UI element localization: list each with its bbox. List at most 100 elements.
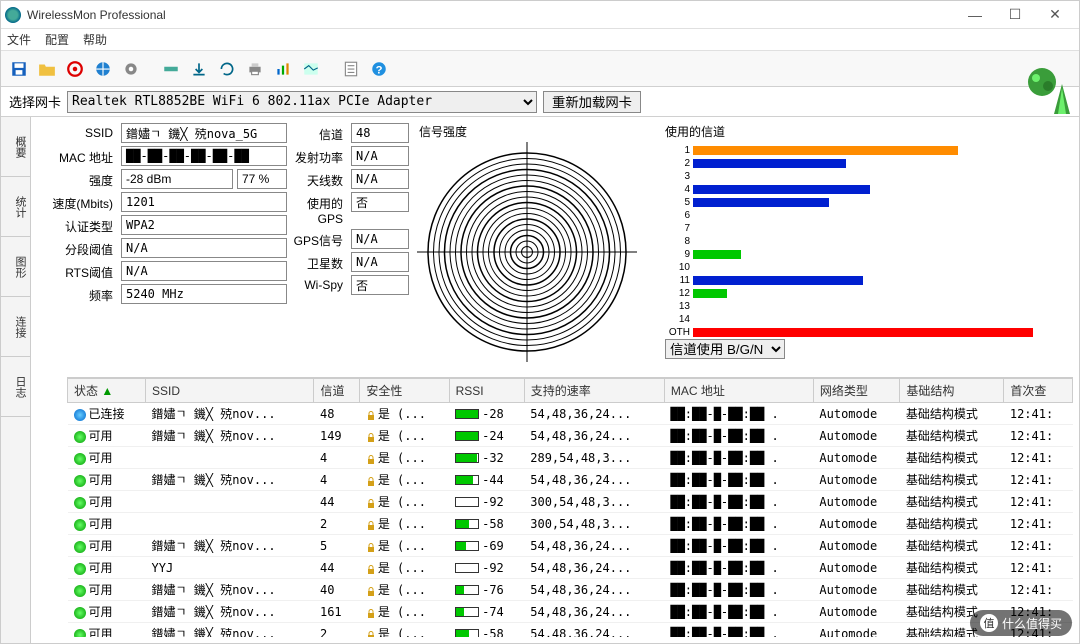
close-button[interactable]: ✕ [1035,3,1075,27]
lbl-auth: 认证类型 [37,215,117,235]
channel-row: 9 [665,248,1073,261]
col-header[interactable]: 状态 ▲ [68,379,146,403]
status-icon [74,475,86,487]
col-header[interactable]: RSSI [449,379,524,403]
reload-adapter-button[interactable]: 重新加载网卡 [543,91,641,113]
tab-stats[interactable]: 统计 [1,177,30,237]
rssi-bar [455,563,479,573]
lock-icon [366,454,376,464]
col-header[interactable]: 网络类型 [813,379,899,403]
network-table: 状态 ▲SSID信道安全性RSSI支持的速率MAC 地址网络类型基础结构首次查 … [67,378,1073,637]
tab-log[interactable]: 日志 [1,357,30,417]
channel-row: OTH [665,326,1073,339]
channel-chart: 1234567891011121314OTH [665,142,1073,337]
lock-icon [366,520,376,530]
table-row[interactable]: 可用鐠嬧ㄱ 鐖╳ 殑nov...161是 (...-7454,48,36,24.… [68,601,1073,623]
adapter-row: 选择网卡 Realtek RTL8852BE WiFi 6 802.11ax P… [1,87,1079,117]
rssi-bar [455,519,479,529]
table-row[interactable]: 已连接鐠嬧ㄱ 鐖╳ 殑nov...48是 (...-2854,48,36,24.… [68,403,1073,425]
open-icon[interactable] [35,57,59,81]
channel-row: 8 [665,235,1073,248]
antenna-icon [1024,64,1074,114]
app-icon [5,7,21,23]
lock-icon [366,586,376,596]
lock-icon [366,498,376,508]
lbl-wispy: Wi-Spy [289,275,347,295]
channel-mode-select[interactable]: 信道使用 B/G/N [665,339,785,359]
col-header[interactable]: 支持的速率 [524,379,664,403]
status-icon [74,563,86,575]
val-tx: N/A [351,146,409,166]
tab-graph[interactable]: 图形 [1,237,30,297]
lbl-freq: 频率 [37,284,117,304]
rssi-bar [455,585,479,595]
val-freq: 5240 MHz [121,284,287,304]
globe-icon[interactable] [91,57,115,81]
chart-icon[interactable] [271,57,295,81]
status-icon [74,607,86,619]
tab-summary[interactable]: 概要 [1,117,30,177]
val-sat: N/A [351,252,409,272]
lbl-mac: MAC 地址 [37,146,117,166]
menu-config[interactable]: 配置 [45,31,69,48]
table-row[interactable]: 可用鐠嬧ㄱ 鐖╳ 殑nov...2是 (...-5854,48,36,24...… [68,623,1073,638]
target-icon[interactable] [63,57,87,81]
col-header[interactable]: MAC 地址 [664,379,813,403]
table-row[interactable]: 可用鐠嬧ㄱ 鐖╳ 殑nov...5是 (...-6954,48,36,24...… [68,535,1073,557]
channel-row: 10 [665,261,1073,274]
lock-icon [366,608,376,618]
menu-file[interactable]: 文件 [7,31,31,48]
svg-text:?: ? [376,64,383,76]
val-rate: 1201 [121,192,287,212]
table-row[interactable]: 可用YYJ44是 (...-9254,48,36,24...██:██-█-██… [68,557,1073,579]
channel-row: 6 [665,209,1073,222]
status-icon [74,585,86,597]
lock-icon [366,564,376,574]
table-row[interactable]: 可用鐠嬧ㄱ 鐖╳ 殑nov...149是 (...-2454,48,36,24.… [68,425,1073,447]
lbl-rts: RTS阈值 [37,261,117,281]
table-row[interactable]: 可用2是 (...-58300,54,48,3...██:██-█-██:██ … [68,513,1073,535]
log-icon[interactable] [339,57,363,81]
content: 概要 统计 图形 连接 日志 SSID鐠嬧ㄱ 鐖╳ 殑nova_5G MAC 地… [1,117,1079,643]
export-icon[interactable] [187,57,211,81]
map-icon[interactable] [299,57,323,81]
val-frag: N/A [121,238,287,258]
val-ch: 48 [351,123,409,143]
refresh-icon[interactable] [215,57,239,81]
col-header[interactable]: 基础结构 [900,379,1004,403]
lock-icon [366,542,376,552]
toolbar: ? [1,51,1079,87]
info-panel-left: SSID鐠嬧ㄱ 鐖╳ 殑nova_5G MAC 地址██-██-██-██-██… [37,123,287,371]
col-header[interactable]: 信道 [314,379,360,403]
gear-icon[interactable] [119,57,143,81]
col-header[interactable]: 安全性 [360,379,449,403]
channel-row: 11 [665,274,1073,287]
val-wispy: 否 [351,275,409,295]
adapter-select[interactable]: Realtek RTL8852BE WiFi 6 802.11ax PCIe A… [67,91,537,113]
info-panel-right: 信道48 发射功率N/A 天线数N/A 使用的GPS否 GPS信号N/A 卫星数… [289,123,409,371]
channel-row: 1 [665,144,1073,157]
main: SSID鐠嬧ㄱ 鐖╳ 殑nova_5G MAC 地址██-██-██-██-██… [31,117,1079,643]
table-row[interactable]: 可用4是 (...-32289,54,48,3...██:██-█-██:██ … [68,447,1073,469]
minimize-button[interactable]: — [955,3,995,27]
col-header[interactable]: SSID [146,379,314,403]
table-row[interactable]: 可用鐠嬧ㄱ 鐖╳ 殑nov...4是 (...-4454,48,36,24...… [68,469,1073,491]
menu-help[interactable]: 帮助 [83,31,107,48]
tab-conn[interactable]: 连接 [1,297,30,357]
lock-icon [366,630,376,638]
save-icon[interactable] [7,57,31,81]
help-icon[interactable]: ? [367,57,391,81]
print-icon[interactable] [243,57,267,81]
col-header[interactable]: 首次查 [1004,379,1073,403]
table-row[interactable]: 可用44是 (...-92300,54,48,3...██:██-█-██:██… [68,491,1073,513]
channel-row: 12 [665,287,1073,300]
rssi-bar [455,453,479,463]
connect-icon[interactable] [159,57,183,81]
maximize-button[interactable]: ☐ [995,3,1035,27]
adapter-label: 选择网卡 [9,92,61,111]
table-row[interactable]: 可用鐠嬧ㄱ 鐖╳ 殑nov...40是 (...-7654,48,36,24..… [68,579,1073,601]
network-list[interactable]: 状态 ▲SSID信道安全性RSSI支持的速率MAC 地址网络类型基础结构首次查 … [67,377,1073,637]
status-icon [74,629,86,638]
rssi-bar [455,475,479,485]
channel-usage: 使用的信道 1234567891011121314OTH 信道使用 B/G/N [665,123,1073,371]
